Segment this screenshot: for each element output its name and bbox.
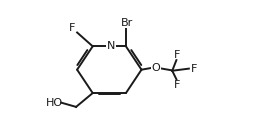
Text: N: N bbox=[107, 41, 116, 51]
Text: Br: Br bbox=[121, 18, 133, 28]
Text: F: F bbox=[191, 64, 197, 74]
Text: F: F bbox=[174, 50, 181, 60]
Text: HO: HO bbox=[46, 98, 63, 108]
Text: O: O bbox=[152, 63, 161, 73]
Text: F: F bbox=[69, 23, 75, 33]
Text: F: F bbox=[174, 80, 181, 90]
